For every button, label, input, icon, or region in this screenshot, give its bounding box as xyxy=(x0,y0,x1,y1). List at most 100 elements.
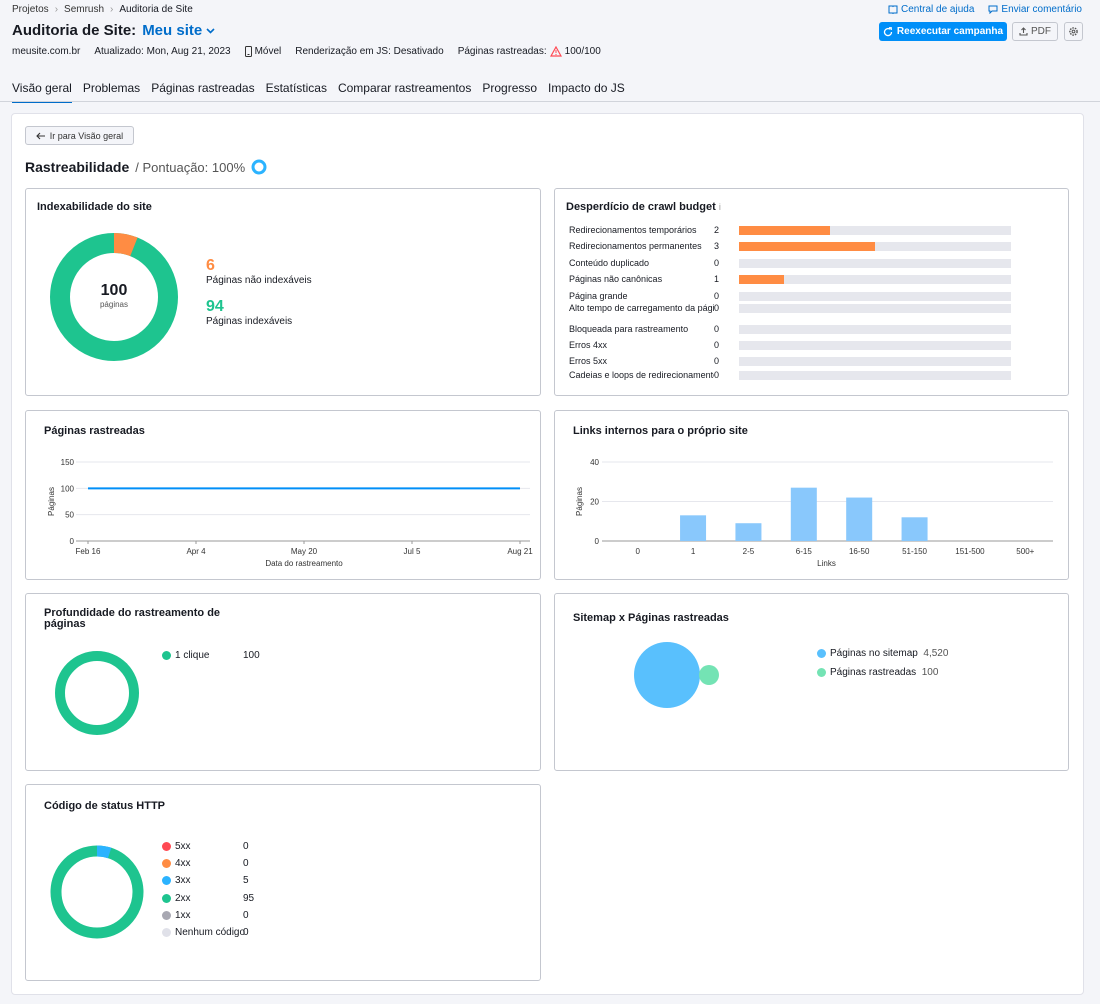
tab-overview[interactable]: Visão geral xyxy=(12,81,72,103)
row-bar-track xyxy=(739,370,1011,380)
tab-divider xyxy=(0,101,1100,102)
sitemap-pages-bubble[interactable] xyxy=(634,642,700,708)
legend-label: 1xx xyxy=(175,909,191,921)
crawled-pages-bubble[interactable] xyxy=(699,665,719,685)
x-tick-label: Jul 5 xyxy=(404,547,421,556)
crawl-budget-row[interactable]: Alto tempo de carregamento da página 0 xyxy=(569,301,1011,315)
row-label: Página grande xyxy=(569,291,628,301)
crawl-budget-row[interactable]: Bloqueada para rastreamento 0 xyxy=(569,322,1011,336)
crawl-budget-row[interactable]: Redirecionamentos temporários 2 xyxy=(569,223,1011,237)
tab-crawled-pages[interactable]: Páginas rastreadas xyxy=(151,81,255,95)
http-legend-5xx[interactable]: 5xx 0 xyxy=(162,841,249,852)
bar-16-50[interactable] xyxy=(846,497,873,541)
legend-value: 0 xyxy=(243,909,249,921)
breadcrumb: Projetos › Semrush › Auditoria de Site xyxy=(12,4,193,15)
help-link-label: Central de ajuda xyxy=(901,4,975,15)
crawl-budget-row[interactable]: Erros 5xx 0 xyxy=(569,354,1011,368)
http-legend-nenhum-código[interactable]: Nenhum código 0 xyxy=(162,927,249,938)
y-tick-label: 20 xyxy=(590,498,599,507)
meta-domain: meusite.com.br xyxy=(12,46,81,57)
crawled-pages-chart: 0 50 100 150 Feb 16 Apr 4 May 20 Jul 5 Aug 21 Dat… xyxy=(47,458,533,568)
depth-segment-1[interactable] xyxy=(55,651,139,735)
help-link[interactable]: Central de ajuda xyxy=(888,4,974,15)
row-bar-track xyxy=(739,303,1011,313)
tab-compare-crawls[interactable]: Comparar rastreamentos xyxy=(337,81,472,95)
http-legend-3xx[interactable]: 3xx 5 xyxy=(162,875,249,886)
row-bar-track xyxy=(739,274,1011,284)
crawl-budget-row[interactable]: Redirecionamentos permanentes 3 xyxy=(569,239,1011,253)
breadcrumb-semrush[interactable]: Semrush xyxy=(64,4,105,15)
x-axis-label: Data do rastreamento xyxy=(265,559,343,568)
sitemap-legend-2[interactable]: Páginas rastreadas 100 xyxy=(817,667,938,678)
bar-51-150[interactable] xyxy=(901,517,928,541)
chevron-down-icon xyxy=(206,27,215,34)
bar-6-15[interactable] xyxy=(790,487,817,541)
row-label: Redirecionamentos temporários xyxy=(569,225,697,235)
feedback-link-label: Enviar comentário xyxy=(1001,4,1082,15)
crawled-legend-label: Páginas rastreadas xyxy=(830,667,917,678)
legend-dot xyxy=(162,910,171,920)
x-tick-label: Aug 21 xyxy=(507,547,533,556)
meta-crawled-label: Páginas rastreadas: xyxy=(457,46,547,57)
internal-links-title: Links internos para o próprio site xyxy=(573,425,748,437)
legend-dot xyxy=(162,928,171,937)
x-tick-label: 0 xyxy=(635,547,640,556)
http-status-card: Código de status HTTP 5xx 0 4xx 0 3xx 5 2xx 95 1… xyxy=(25,784,541,981)
internal-links-card: Links internos para o próprio site 0 20 40… xyxy=(554,410,1069,580)
info-icon[interactable]: i xyxy=(718,202,721,212)
tab-issues[interactable]: Problemas xyxy=(82,81,141,95)
status-2xx-segment[interactable] xyxy=(50,845,144,939)
row-label: Bloqueada para rastreamento xyxy=(569,324,689,334)
donut-total: 100 xyxy=(100,282,128,299)
http-legend-1xx[interactable]: 1xx 0 xyxy=(162,910,249,921)
site-selector[interactable]: Meu site xyxy=(142,22,215,39)
crawl-budget-row[interactable]: Cadeias e loops de redirecionamento 0 xyxy=(569,368,1011,382)
depth-legend-label: 1 clique xyxy=(175,650,210,661)
indexable-stat[interactable]: 94 Páginas indexáveis xyxy=(206,298,292,327)
row-label: Páginas não canônicas xyxy=(569,274,663,284)
crawl-budget-row[interactable]: Páginas não canônicas 1 xyxy=(569,272,1011,286)
crawl-budget-row[interactable]: Erros 4xx 0 xyxy=(569,338,1011,352)
book-icon xyxy=(888,5,898,14)
x-tick-label: Apr 4 xyxy=(186,547,206,556)
settings-button[interactable] xyxy=(1064,22,1083,41)
sitemap-legend-1[interactable]: Páginas no sitemap 4,520 xyxy=(817,648,948,659)
tab-progress[interactable]: Progresso xyxy=(482,81,538,95)
feedback-link[interactable]: Enviar comentário xyxy=(988,4,1082,15)
non-indexable-segment[interactable] xyxy=(50,233,178,361)
section-header: Rastreabilidade / Pontuação: 100% xyxy=(25,159,267,175)
http-legend-2xx[interactable]: 2xx 95 xyxy=(162,893,254,904)
y-tick-label: 0 xyxy=(70,537,75,546)
back-to-overview-button[interactable]: Ir para Visão geral xyxy=(25,126,134,145)
tab-statistics[interactable]: Estatísticas xyxy=(265,81,327,95)
legend-dot xyxy=(162,876,171,886)
row-value: 3 xyxy=(714,241,720,251)
row-value: 0 xyxy=(714,258,720,268)
crawl-budget-row[interactable]: Conteúdo duplicado 0 xyxy=(569,256,1011,270)
rerun-campaign-button[interactable]: Reexecutar campanha xyxy=(879,22,1007,41)
legend-dot xyxy=(162,842,171,851)
meta-crawled-value: 100/100 xyxy=(564,46,601,57)
pdf-export-button[interactable]: PDF xyxy=(1012,22,1058,41)
crawl-budget-row[interactable]: Página grande 0 xyxy=(569,289,1011,303)
legend-dot xyxy=(162,893,171,903)
non-indexable-stat[interactable]: 6 Páginas não indexáveis xyxy=(206,257,312,286)
tab-js-impact[interactable]: Impacto do JS xyxy=(548,81,625,95)
y-tick-label: 0 xyxy=(595,537,600,546)
depth-donut xyxy=(55,651,139,735)
row-value: 0 xyxy=(714,303,720,313)
meta-device-label: Móvel xyxy=(254,46,282,57)
site-name: Meu site xyxy=(142,22,203,39)
x-axis-label: Links xyxy=(817,559,836,568)
depth-legend-1[interactable]: 1 clique 100 xyxy=(162,650,260,661)
row-bar-track xyxy=(739,258,1011,268)
http-status-donut xyxy=(50,845,144,939)
http-legend-4xx[interactable]: 4xx 0 xyxy=(162,858,249,869)
bar-1[interactable] xyxy=(680,515,707,541)
status-3xx-segment[interactable] xyxy=(50,845,144,939)
breadcrumb-projects[interactable]: Projetos xyxy=(12,4,49,15)
crawl-depth-card: Profundidade do rastreamento de páginas … xyxy=(25,593,541,771)
bar-2-5[interactable] xyxy=(735,523,762,541)
meta-updated: Atualizado: Mon, Aug 21, 2023 xyxy=(94,46,231,57)
crawled-pages-card: Páginas rastreadas 0 50 100 150 Feb 16 Apr 4 M… xyxy=(25,410,541,580)
